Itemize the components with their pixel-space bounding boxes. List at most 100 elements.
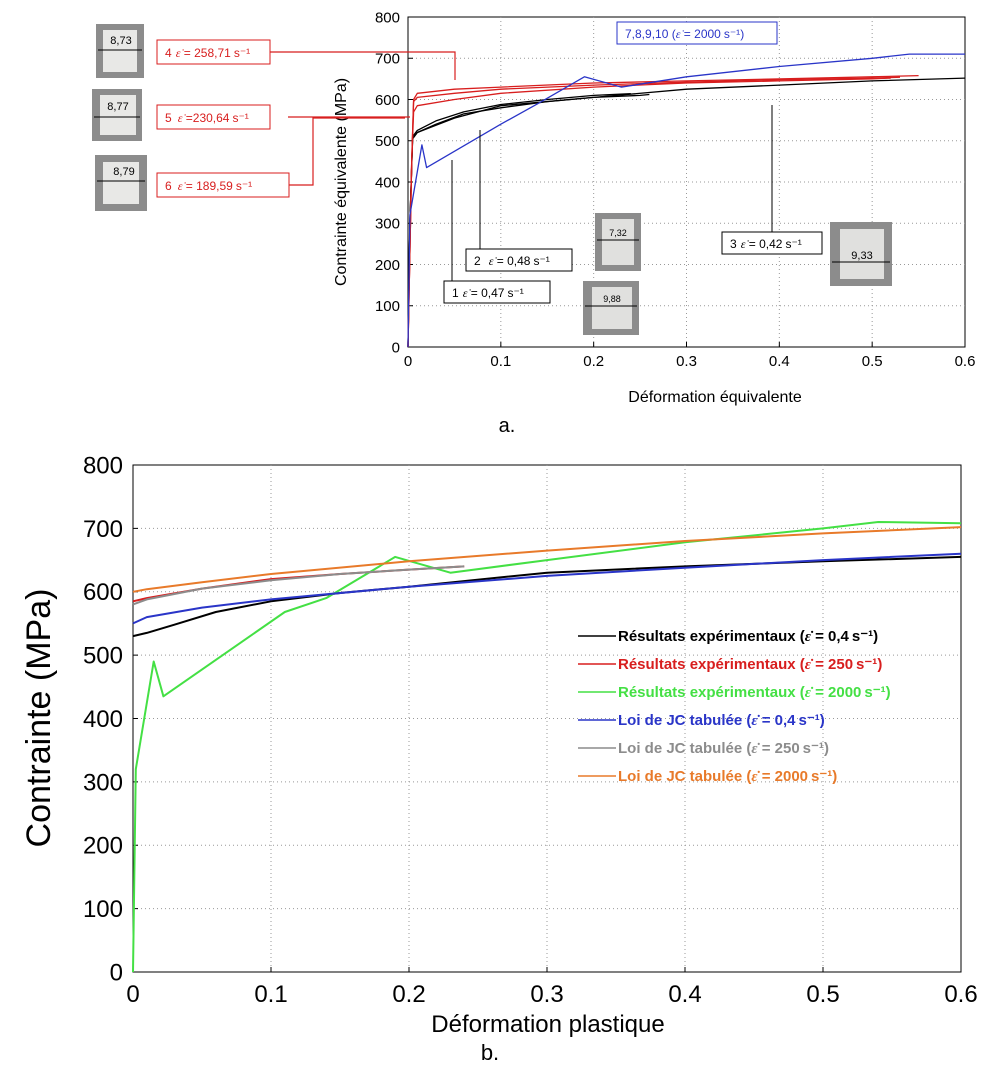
y-tick-label: 300	[83, 769, 123, 796]
legend-entry-6: Loi de JC tabulée (ε̇ = 2000 s⁻¹)	[618, 768, 837, 785]
plot-b-grid	[133, 465, 961, 972]
specimen-photo-4: 8,73	[96, 24, 144, 78]
x-tick-label: 0.6	[955, 353, 976, 370]
plot-a-caption: a.	[499, 415, 516, 437]
specimen-photo-5-body	[100, 95, 136, 135]
y-tick-label: 100	[83, 896, 123, 923]
label-4-symbol: ε̇	[176, 46, 185, 60]
legend-entry-rate: 0,4	[775, 712, 797, 729]
label-2-id: 2	[474, 254, 481, 268]
x-tick-label: 0.4	[769, 353, 790, 370]
plot-a-annotations: 8,73 8,77 8,79 4 ε̇ = 258,71 s⁻¹ 5 ε̇ =230,…	[92, 21, 892, 335]
label-5-unit: s⁻¹	[232, 111, 248, 125]
legend-entry-rate: 250	[828, 656, 853, 673]
legend-entry-rate: 250	[775, 740, 800, 757]
label-7-10-value: 2000	[694, 27, 721, 41]
label-2-value: 0,48	[507, 254, 531, 268]
y-tick-label: 200	[375, 257, 400, 274]
legend-entry-rate: 2000	[775, 768, 808, 785]
legend-entry-2: Résultats expérimentaux (ε̇ = 250 s⁻¹)	[618, 656, 882, 673]
label-4-value: 258,71	[194, 46, 231, 60]
label-3-symbol: ε̇	[741, 237, 750, 251]
specimen-photo-6: 8,79	[95, 155, 147, 211]
label-5-symbol: ε̇	[178, 111, 187, 125]
specimen-photo-2-body	[602, 219, 634, 265]
y-tick-label: 100	[375, 298, 400, 315]
label-6-unit: s⁻¹	[236, 179, 252, 193]
label-1-value: 0,47	[481, 286, 505, 300]
label-6-symbol: ε̇	[178, 179, 187, 193]
label-3-value: 0,42	[759, 237, 783, 251]
label-3-unit: s⁻¹	[785, 237, 801, 251]
legend-entry-rate: 0,4	[828, 628, 850, 645]
label-3-text: 3 ε̇ = 0,42 s⁻¹	[730, 237, 802, 251]
label-1-id: 1	[452, 286, 459, 300]
y-tick-label: 600	[375, 92, 400, 109]
x-tick-label: 0.2	[583, 353, 604, 370]
y-tick-label: 700	[375, 51, 400, 68]
y-tick-label: 200	[83, 833, 123, 860]
label-7-10-symbol: ε̇	[676, 27, 685, 41]
plot-a-ticks: 0 0.1 0.2 0.3 0.4 0.5 0.6 0 100 200 300 400 500 600 70…	[375, 9, 975, 370]
legend-entry-name: Loi de JC tabulée	[618, 768, 742, 785]
specimen-photo-4-dim: 8,73	[110, 35, 131, 47]
label-5-box	[156, 104, 271, 130]
legend-entry-name: Résultats expérimentaux	[618, 656, 796, 673]
label-6: 6 ε̇ = 189,59 s⁻¹	[156, 117, 405, 198]
y-tick-label: 0	[392, 339, 400, 356]
specimen-photo-3-dim: 9,33	[851, 250, 872, 262]
plot-b-legend: Résultats expérimentaux (ε̇ = 0,4 s⁻¹)Rés…	[578, 628, 891, 785]
specimen-photo-5-dim: 8,77	[107, 101, 128, 113]
label-4-box	[156, 39, 271, 65]
legend-entry-unit: s⁻¹	[803, 740, 824, 757]
legend-entry-5: Loi de JC tabulée (ε̇ = 250 s⁻¹)	[618, 740, 829, 757]
specimen-photo-1-body	[592, 287, 632, 329]
specimen-photo-1: 9,88	[583, 281, 639, 335]
label-5: 5 ε̇ =230,64 s⁻¹	[156, 104, 410, 130]
legend-entry-1: Résultats expérimentaux (ε̇ = 0,4 s⁻¹)	[618, 628, 878, 645]
label-1: 1 ε̇ = 0,47 s⁻¹	[443, 160, 551, 304]
label-1-unit: s⁻¹	[507, 286, 523, 300]
x-tick-label: 0.3	[530, 981, 563, 1008]
series-line-7	[407, 53, 965, 348]
specimen-photo-3: 9,33	[830, 222, 892, 286]
label-5-text: 5 ε̇ =230,64 s⁻¹	[165, 111, 249, 125]
y-tick-label: 400	[375, 174, 400, 191]
x-tick-label: 0	[404, 353, 412, 370]
label-2: 2 ε̇ = 0,48 s⁻¹	[465, 130, 573, 272]
specimen-photo-2-dim: 7,32	[609, 228, 627, 238]
plot-b-ylabel: Contrainte (MPa)	[20, 589, 58, 848]
plot-b-lines	[132, 521, 962, 973]
label-7-10-box	[616, 21, 778, 45]
legend-entry-name: Loi de JC tabulée	[618, 712, 742, 729]
legend-symbol: ε̇	[751, 741, 760, 757]
y-tick-label: 800	[83, 452, 123, 479]
label-2-text: 2 ε̇ = 0,48 s⁻¹	[474, 254, 550, 268]
legend-entry-unit: s⁻¹	[811, 768, 832, 785]
label-7-10-text: 7,8,9,10 (ε̇ = 2000 s⁻¹)	[625, 27, 744, 41]
legend-symbol: ε̇	[751, 769, 760, 785]
legend-entry-name: Résultats expérimentaux	[618, 628, 796, 645]
plot-a-xlabel: Déformation équivalente	[628, 389, 802, 406]
x-tick-label: 0.5	[862, 353, 883, 370]
label-2-unit: s⁻¹	[533, 254, 549, 268]
y-tick-label: 500	[83, 643, 123, 670]
specimen-photo-6-dim: 8,79	[113, 166, 134, 178]
series-line-4	[132, 552, 962, 625]
legend-entry-4: Loi de JC tabulée (ε̇ = 0,4 s⁻¹)	[618, 712, 825, 729]
plot-a-ylabel: Contrainte équivalente (MPa)	[333, 78, 350, 286]
plot-b-caption: b.	[481, 1040, 499, 1065]
legend-symbol: ε̇	[751, 713, 760, 729]
x-tick-label: 0.3	[676, 353, 697, 370]
y-tick-label: 500	[375, 133, 400, 150]
specimen-photo-6-body	[103, 162, 139, 204]
specimen-photo-3-body	[840, 229, 884, 279]
legend-symbol: ε̇	[805, 685, 814, 701]
plot-a-lines	[407, 53, 966, 348]
plot-b-ticks: 0 0.1 0.2 0.3 0.4 0.5 0.6 0 100 200 300 400 500 600 70…	[83, 452, 978, 1008]
specimen-photo-5: 8,77	[92, 89, 142, 141]
series-line-6	[407, 77, 891, 348]
y-tick-label: 700	[83, 516, 123, 543]
y-tick-label: 800	[375, 9, 400, 26]
specimen-photo-1-dim: 9,88	[603, 294, 621, 304]
